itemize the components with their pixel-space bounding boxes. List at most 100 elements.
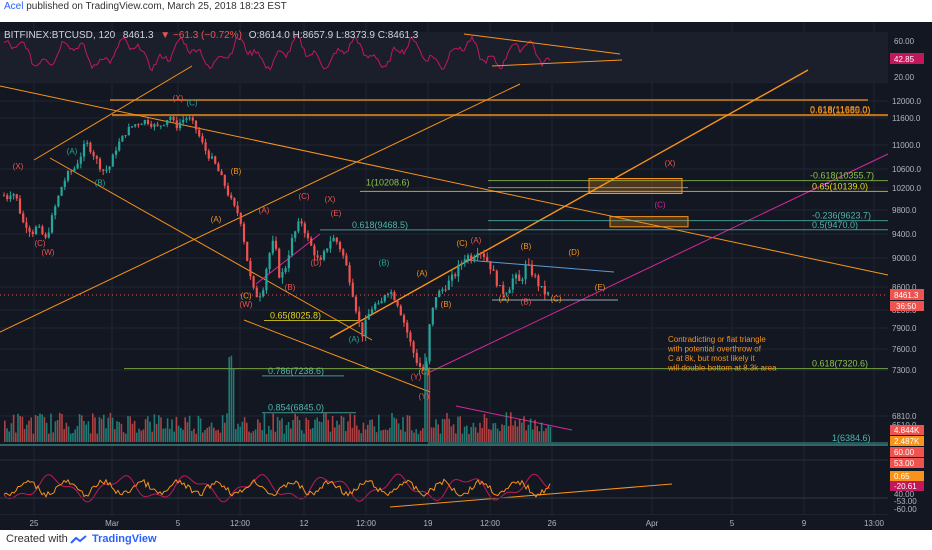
candle-body — [284, 268, 287, 273]
candle-body — [380, 301, 383, 304]
volume-bar — [419, 430, 422, 442]
candle-body — [169, 116, 172, 120]
osc-tag-label: 0.65 — [894, 472, 910, 481]
candle-body — [226, 185, 230, 196]
volume-bar — [375, 432, 378, 442]
volume-bar — [94, 417, 96, 442]
volume-bar — [534, 419, 536, 442]
volume-bar — [15, 432, 17, 442]
candle-body — [335, 237, 338, 243]
fib-label: 0.618(11680.0) — [810, 105, 870, 115]
candle-body — [441, 289, 444, 292]
candle-body — [15, 194, 18, 199]
fib-label: 1(10208.6) — [366, 178, 410, 188]
volume-bar — [452, 424, 455, 442]
fib-label: 0.618(7320.6) — [812, 359, 868, 369]
candle-body — [92, 152, 95, 157]
wave-label: (E) — [331, 209, 342, 218]
volume-bar — [100, 418, 103, 442]
volume-bar — [393, 417, 395, 442]
candle-body — [76, 163, 79, 169]
candle-body — [255, 287, 258, 298]
volume-bar — [32, 433, 35, 442]
volume-bar — [173, 431, 175, 442]
volume-bar — [402, 417, 404, 442]
volume-bar — [422, 428, 424, 442]
volume-bar — [81, 415, 83, 442]
candle-body — [278, 248, 281, 278]
volume-tag-label: 60.00 — [894, 448, 915, 457]
volume-bar — [186, 422, 189, 442]
candle-body — [332, 237, 335, 242]
candle-body — [434, 297, 438, 308]
rsi-band — [0, 32, 888, 82]
volume-bar — [114, 429, 116, 442]
candle-body — [319, 257, 322, 260]
candle-body — [546, 292, 550, 295]
volume-bar — [98, 417, 101, 442]
candle-body — [137, 124, 140, 126]
volume-bar — [142, 429, 145, 442]
tradingview-brand-link[interactable]: TradingView — [92, 533, 157, 545]
volume-bar — [54, 421, 57, 442]
fib-label: 0.65(8025.8) — [270, 311, 321, 321]
wave-label: (A) — [259, 206, 270, 215]
wave-label: (W) — [240, 300, 253, 309]
osc-tag-label: -20.61 — [894, 482, 917, 491]
volume-bar — [417, 433, 420, 442]
volume-bar — [397, 423, 400, 442]
volume-tag — [890, 425, 924, 435]
volume-bar — [325, 412, 327, 442]
price-axis: 12000.0 11600.0 11000.0 10600.0 10200.0 9800.… — [888, 22, 932, 515]
candle-body — [134, 124, 137, 127]
volume-bar — [276, 416, 279, 442]
volume-bar — [243, 417, 246, 442]
candle-body — [390, 292, 393, 294]
candle-body — [454, 274, 457, 277]
volume-bar — [34, 414, 37, 442]
volume-bar — [171, 419, 173, 442]
volume-bar — [367, 424, 369, 442]
volume-bar — [127, 416, 129, 442]
time-tick-label: 5 — [176, 519, 181, 528]
candle-body — [108, 166, 111, 170]
candle-body — [70, 171, 73, 173]
volume-bar — [404, 431, 406, 442]
candle-body — [47, 232, 50, 238]
candle-body — [508, 289, 511, 294]
volume-bar — [408, 415, 411, 442]
candle-body — [409, 332, 412, 342]
volume-bar — [72, 432, 74, 442]
chart-canvas[interactable]: 0.618(11655.0)0.618(11680.0) 1(10208.6) -0… — [0, 22, 932, 530]
volume-bar — [318, 421, 321, 442]
volume-bar — [386, 430, 389, 442]
price-tick-label: 7600.0 — [892, 345, 917, 354]
volume-bar — [287, 421, 290, 442]
candle-body — [524, 264, 527, 280]
candle-body — [41, 226, 44, 235]
price-tick-label: 9000.0 — [892, 254, 917, 263]
volume-bar — [532, 429, 534, 442]
author-link[interactable]: Acel — [4, 1, 24, 12]
oscillator-pane — [0, 473, 888, 503]
price-tick-label: 7900.0 — [892, 324, 917, 333]
volume-tag — [890, 436, 924, 446]
candle-body — [466, 255, 470, 260]
volume-bar — [131, 423, 134, 442]
target-box-lower — [609, 216, 689, 228]
volume-bar — [477, 432, 479, 442]
wave-label: (B) — [441, 300, 452, 309]
wave-label: (D) — [310, 258, 321, 267]
candle-body — [28, 227, 31, 232]
candle-body — [220, 171, 223, 176]
volume-bar — [191, 431, 193, 442]
fib-label: 0.786(7238.6) — [268, 366, 324, 376]
target-box-upper — [588, 178, 683, 194]
candle-body — [204, 142, 207, 151]
volume-bar — [503, 425, 505, 442]
time-tick-label: 12:00 — [356, 519, 377, 528]
volume-bar — [345, 431, 347, 442]
volume-bar — [413, 432, 415, 442]
candle-body — [242, 223, 246, 242]
volume-bar — [177, 425, 180, 442]
